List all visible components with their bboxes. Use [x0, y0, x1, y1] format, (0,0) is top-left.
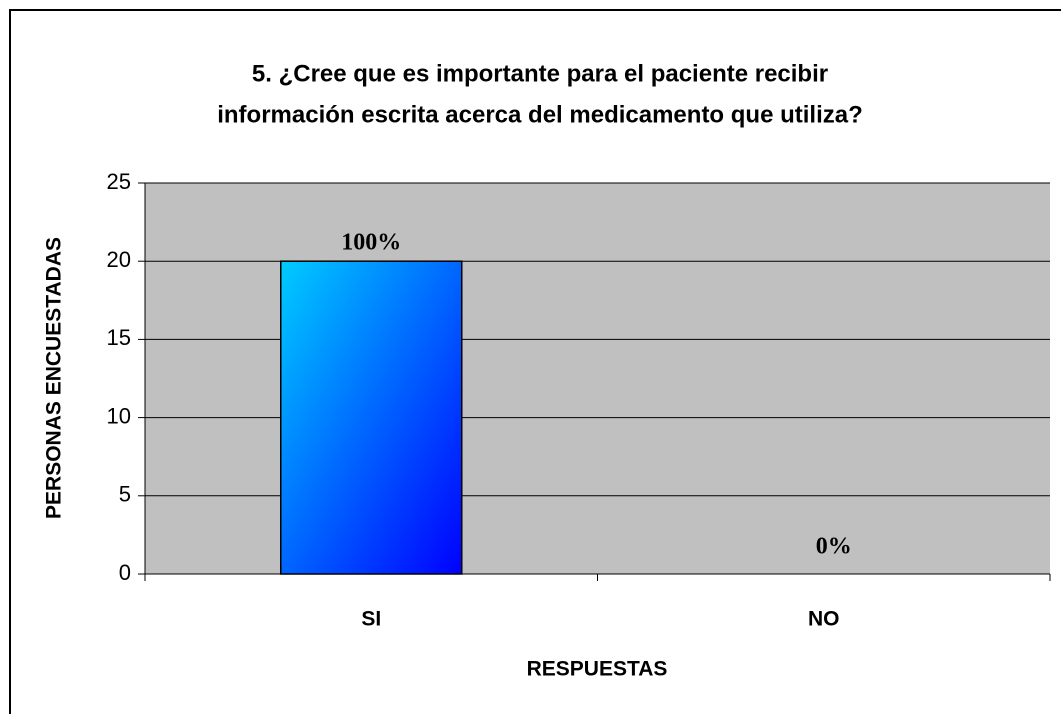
bar: [280, 260, 463, 575]
x-tick-label: SI: [361, 608, 381, 631]
y-tick-label: 0: [119, 560, 131, 585]
x-axis-title: RESPUESTAS: [527, 658, 668, 681]
y-tick-label: 5: [119, 482, 131, 507]
chart-title: información escrita acerca del medicamen…: [217, 101, 863, 128]
chart-title: 5. ¿Cree que es importante para el pacie…: [252, 60, 828, 87]
y-axis-title: PERSONAS ENCUESTADAS: [43, 237, 66, 519]
data-label: 100%: [341, 230, 401, 256]
x-tick-label: NO: [808, 608, 840, 631]
y-tick-label: 15: [107, 325, 131, 350]
y-tick-label: 10: [107, 403, 131, 428]
data-label: 0%: [816, 534, 852, 560]
y-tick-label: 20: [107, 247, 131, 272]
y-tick-label: 25: [107, 169, 131, 194]
